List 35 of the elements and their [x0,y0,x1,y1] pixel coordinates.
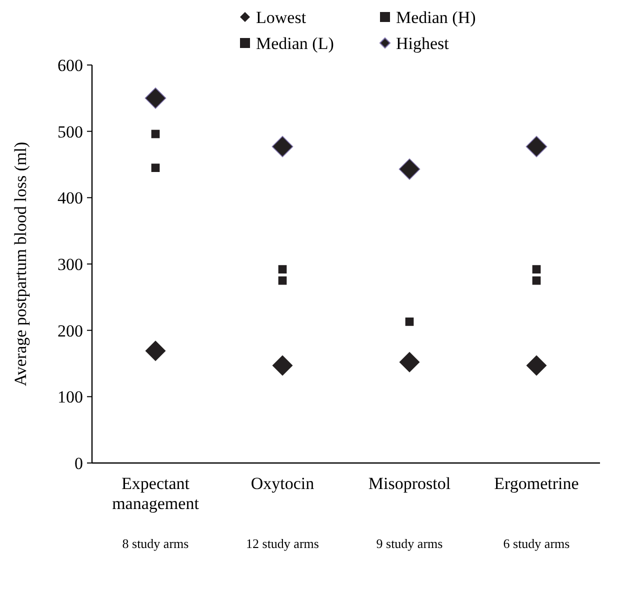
y-tick-label: 0 [74,454,83,473]
point [278,265,287,274]
text: 8 study arms [122,536,189,551]
point [398,158,420,180]
y-tick-label: 200 [58,321,83,340]
point [399,352,420,372]
x-tick-label: Ergometrine [494,474,579,493]
point [272,136,294,158]
text: 9 study arms [376,536,443,551]
point [526,355,547,376]
y-tick-label: 400 [58,188,83,208]
point [526,136,548,158]
point [532,276,541,285]
text: 6 study arms [503,536,570,551]
legend-label: Median (H) [396,8,476,27]
x-tick-label: Oxytocin [250,474,315,493]
x-tick-label: Expectant management [112,474,200,513]
legend-label: Highest [396,34,450,53]
point [532,265,541,274]
point [151,164,160,172]
point [145,340,166,362]
point [405,318,414,326]
y-tick-label: 100 [58,388,83,407]
legend-label: Lowest [256,8,306,27]
point [272,355,293,376]
y-tick-label: 500 [58,122,83,142]
legend-label: Median (L) [256,34,334,53]
point [144,88,166,109]
y-tick-label: 300 [58,254,83,274]
y-tick-label: 600 [58,56,83,75]
x-tick-label: Misoprostol [368,474,451,493]
text: 12 study arms [246,536,319,551]
y-axis-title: Average postpartum blood loss (ml) [11,142,30,386]
point [278,276,287,285]
point [151,130,160,138]
